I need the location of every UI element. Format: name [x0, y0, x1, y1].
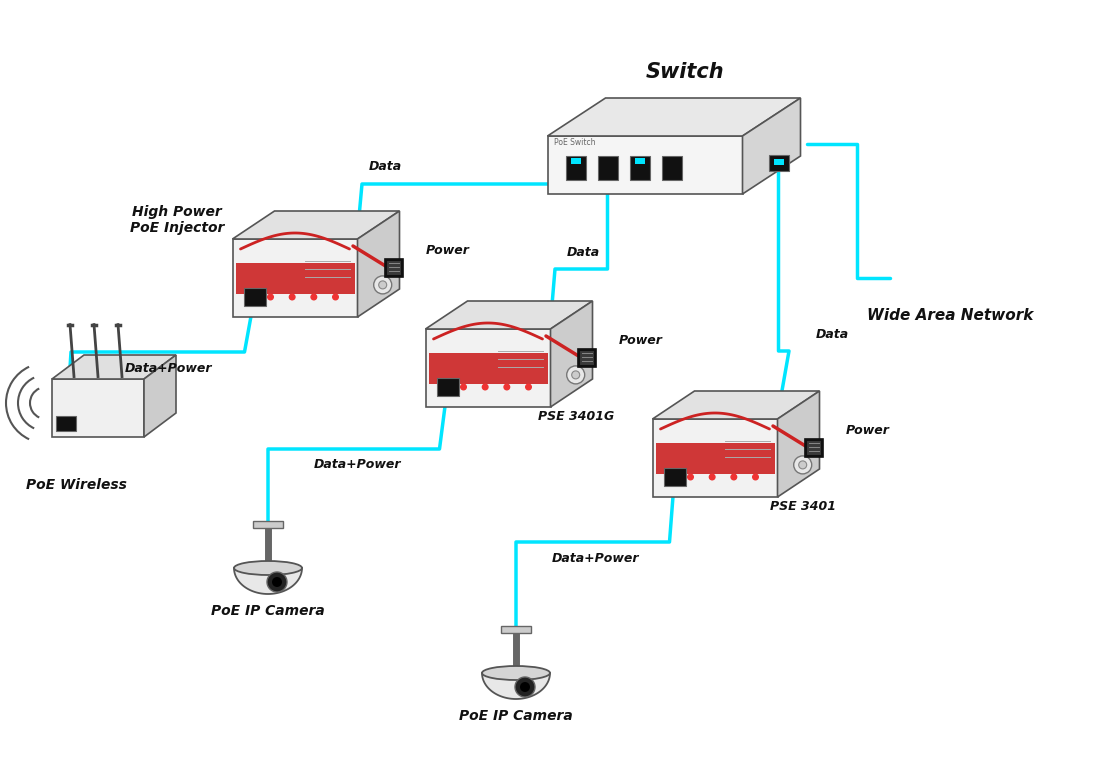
- Circle shape: [482, 384, 488, 390]
- Bar: [805, 439, 822, 457]
- Polygon shape: [635, 158, 645, 164]
- Text: PoE Switch: PoE Switch: [554, 138, 595, 147]
- Polygon shape: [429, 352, 548, 384]
- Circle shape: [520, 682, 530, 692]
- Circle shape: [461, 384, 466, 390]
- Circle shape: [571, 371, 579, 379]
- Circle shape: [267, 572, 287, 592]
- Circle shape: [504, 384, 510, 390]
- Text: PSE 3401: PSE 3401: [770, 500, 836, 513]
- Bar: [385, 259, 403, 277]
- Text: PSE 3401G: PSE 3401G: [538, 410, 614, 423]
- Polygon shape: [52, 355, 176, 379]
- Polygon shape: [232, 211, 400, 239]
- Circle shape: [333, 294, 338, 300]
- Bar: [577, 349, 596, 367]
- Circle shape: [710, 474, 715, 480]
- Bar: [664, 468, 685, 486]
- Text: PoE IP Camera: PoE IP Camera: [459, 709, 573, 723]
- Polygon shape: [548, 98, 800, 136]
- Text: PoE IP Camera: PoE IP Camera: [211, 604, 325, 618]
- Circle shape: [731, 474, 737, 480]
- Circle shape: [268, 294, 273, 300]
- Polygon shape: [550, 301, 593, 407]
- Text: Data+Power: Data+Power: [551, 551, 638, 565]
- Circle shape: [272, 577, 282, 587]
- Circle shape: [526, 384, 531, 390]
- Bar: [769, 155, 789, 171]
- Text: Data+Power: Data+Power: [124, 363, 212, 376]
- Text: Power: Power: [846, 424, 889, 437]
- Polygon shape: [570, 158, 580, 164]
- Text: Wide Area Network: Wide Area Network: [867, 309, 1033, 323]
- Polygon shape: [773, 159, 783, 165]
- Polygon shape: [425, 329, 550, 407]
- Polygon shape: [235, 262, 355, 294]
- Circle shape: [289, 294, 295, 300]
- Circle shape: [793, 456, 811, 474]
- Polygon shape: [234, 568, 302, 594]
- Text: Power: Power: [425, 244, 470, 257]
- Polygon shape: [52, 379, 144, 437]
- Polygon shape: [655, 442, 775, 474]
- Bar: [436, 378, 459, 396]
- Circle shape: [567, 366, 585, 384]
- Circle shape: [374, 276, 392, 294]
- Bar: [578, 350, 595, 366]
- Bar: [629, 156, 650, 180]
- Circle shape: [752, 474, 758, 480]
- Text: High Power
PoE Injector: High Power PoE Injector: [129, 205, 224, 235]
- Text: Data: Data: [368, 160, 402, 172]
- Text: Data: Data: [567, 247, 599, 259]
- Bar: [806, 440, 821, 456]
- Bar: [243, 288, 266, 306]
- Polygon shape: [778, 391, 819, 497]
- Circle shape: [514, 677, 535, 697]
- Polygon shape: [425, 301, 593, 329]
- Ellipse shape: [482, 666, 550, 680]
- Bar: [566, 156, 586, 180]
- Bar: [501, 626, 531, 633]
- Text: PoE Wireless: PoE Wireless: [26, 478, 126, 492]
- Bar: [597, 156, 617, 180]
- Polygon shape: [482, 673, 550, 699]
- Bar: [253, 521, 283, 528]
- Text: Data+Power: Data+Power: [314, 459, 401, 471]
- Polygon shape: [357, 211, 400, 317]
- Polygon shape: [742, 98, 800, 194]
- Circle shape: [799, 461, 807, 469]
- Ellipse shape: [234, 561, 302, 575]
- Bar: [385, 260, 402, 276]
- Circle shape: [311, 294, 317, 300]
- Polygon shape: [653, 391, 819, 419]
- Text: Power: Power: [618, 334, 663, 347]
- Bar: [56, 416, 76, 431]
- Text: Switch: Switch: [646, 62, 724, 82]
- Text: Data: Data: [816, 329, 848, 341]
- Polygon shape: [653, 419, 778, 497]
- Polygon shape: [548, 136, 742, 194]
- Bar: [662, 156, 682, 180]
- Polygon shape: [232, 239, 357, 317]
- Polygon shape: [144, 355, 176, 437]
- Circle shape: [378, 281, 387, 289]
- Circle shape: [687, 474, 693, 480]
